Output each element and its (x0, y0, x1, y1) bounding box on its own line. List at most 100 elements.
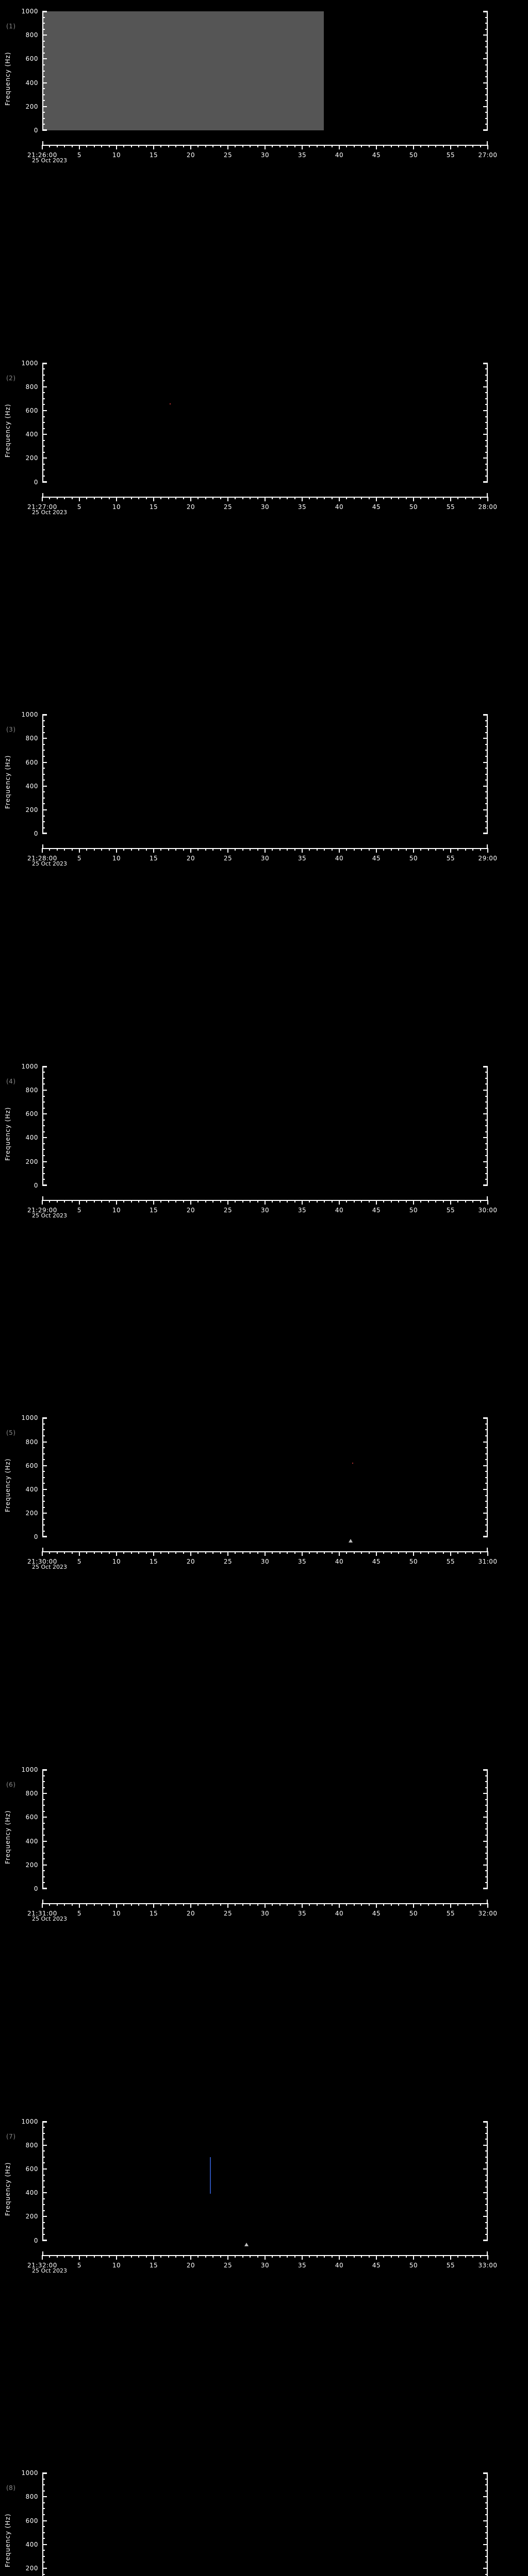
x-axis-tick-label: 45 (372, 2261, 381, 2269)
y-axis-tick (42, 2490, 45, 2492)
y-axis-tick (485, 1423, 488, 1425)
x-axis-tick (101, 1903, 103, 1906)
y-axis-tick (485, 1787, 488, 1788)
x-axis-tick-label: 20 (186, 855, 195, 862)
x-axis-tick (413, 496, 414, 501)
y-axis-tick (483, 106, 488, 107)
x-axis-tick (480, 2255, 481, 2258)
x-axis-tick (353, 2255, 355, 2258)
y-axis-tick (485, 446, 488, 447)
x-axis-tick (294, 1551, 295, 1554)
y-axis-tick (483, 833, 488, 835)
y-axis-tick (483, 2144, 488, 2146)
y-axis-tick (485, 1125, 488, 1127)
plot-area (42, 11, 488, 130)
x-axis-tick (405, 1903, 407, 1906)
y-axis-tick (483, 1065, 488, 1067)
x-axis-tick-label: 15 (149, 1909, 158, 1917)
y-axis-tick (42, 756, 45, 757)
y-axis-tick (485, 88, 488, 90)
y-axis-tick (42, 416, 45, 417)
x-axis-tick (427, 496, 429, 499)
x-axis-tick (197, 848, 199, 851)
x-axis-tick (324, 496, 325, 499)
x-axis-tick (168, 1903, 169, 1906)
y-axis-title: Frequency (Hz) (4, 1810, 11, 1864)
x-axis-tick (235, 1551, 236, 1554)
y-axis-tick (485, 1459, 488, 1461)
x-axis-tick-label: 10 (112, 2261, 121, 2269)
x-axis-end-cap (487, 1196, 488, 1201)
x-axis-end-cap (487, 1548, 488, 1553)
x-axis-tick (472, 1903, 474, 1906)
y-axis-tick (485, 404, 488, 405)
y-axis-tick (485, 779, 488, 781)
y-axis-tick (485, 1822, 488, 1824)
x-axis-tick (480, 1551, 481, 1554)
x-axis-tick (480, 1903, 481, 1906)
y-axis-tick (485, 720, 488, 721)
x-axis-tick-label: 5 (77, 1206, 82, 1214)
x-axis-tick-label: 5 (77, 2261, 82, 2269)
x-axis-tick (235, 496, 236, 499)
x-axis-tick-label: 55 (446, 151, 455, 159)
x-axis-tick (346, 496, 348, 499)
x-axis-tick (101, 2255, 103, 2258)
y-axis-tick (485, 821, 488, 823)
y-axis-tick (42, 404, 45, 405)
x-axis-tick (212, 1903, 214, 1906)
x-axis-tick (279, 1199, 280, 1202)
y-axis-tick (42, 1810, 45, 1812)
x-axis-tick (153, 848, 154, 853)
y-axis-tick (483, 738, 488, 739)
x-axis-tick (265, 2255, 266, 2260)
x-axis-tick (212, 848, 214, 851)
x-axis-tick-label: 25 (223, 2261, 233, 2269)
x-axis-tick (227, 1903, 228, 1908)
x-axis-start-label: 21:27:00 (27, 503, 57, 511)
y-axis-tick (42, 1167, 45, 1168)
x-axis-tick (175, 848, 177, 851)
y-axis-tick-label: 800 (25, 383, 38, 391)
axis-end-cap (42, 2121, 47, 2123)
x-axis-tick (175, 145, 177, 147)
x-axis-end-cap (42, 844, 43, 850)
x-axis-tick (353, 1551, 355, 1554)
x-axis-tick (138, 1551, 140, 1554)
x-axis-tick (390, 1199, 392, 1202)
y-axis-tick-label: 1000 (21, 359, 38, 367)
x-axis-tick (339, 2255, 340, 2260)
y-axis-tick (485, 1858, 488, 1860)
x-axis-tick (93, 848, 95, 851)
x-axis-tick-label: 10 (112, 503, 121, 511)
x-axis-tick (257, 2255, 258, 2258)
y-axis-tick (483, 1769, 488, 1770)
x-axis-tick (212, 1199, 214, 1202)
y-axis-tick (42, 428, 45, 429)
x-axis-tick-label: 45 (372, 503, 381, 511)
x-axis-tick (361, 2255, 362, 2258)
y-axis-tick (42, 1184, 47, 1186)
x-axis-tick (160, 145, 162, 147)
x-axis-end-label: 28:00 (478, 503, 498, 511)
x-axis-tick (183, 1551, 184, 1554)
x-axis-tick (420, 1199, 422, 1202)
y-axis-tick-label: 0 (34, 1885, 38, 1892)
axis-end-cap (42, 363, 47, 364)
x-axis-tick (353, 848, 355, 851)
x-axis-tick (302, 1551, 303, 1556)
y-axis-tick (42, 1423, 45, 1425)
x-axis-tick (257, 496, 258, 499)
y-axis-tick (42, 2162, 45, 2164)
y-axis-tick (42, 398, 45, 399)
x-axis-tick (116, 1551, 117, 1556)
y-axis-tick-label: 1000 (21, 711, 38, 719)
x-axis-tick (465, 2255, 466, 2258)
x-axis-tick-label: 45 (372, 1206, 381, 1214)
y-axis-tick (483, 2544, 488, 2545)
x-axis-tick (398, 496, 400, 499)
y-axis-tick (42, 374, 45, 376)
x-axis-tick (294, 848, 295, 851)
y-axis-tick (485, 2526, 488, 2528)
y-axis-tick (42, 58, 47, 60)
